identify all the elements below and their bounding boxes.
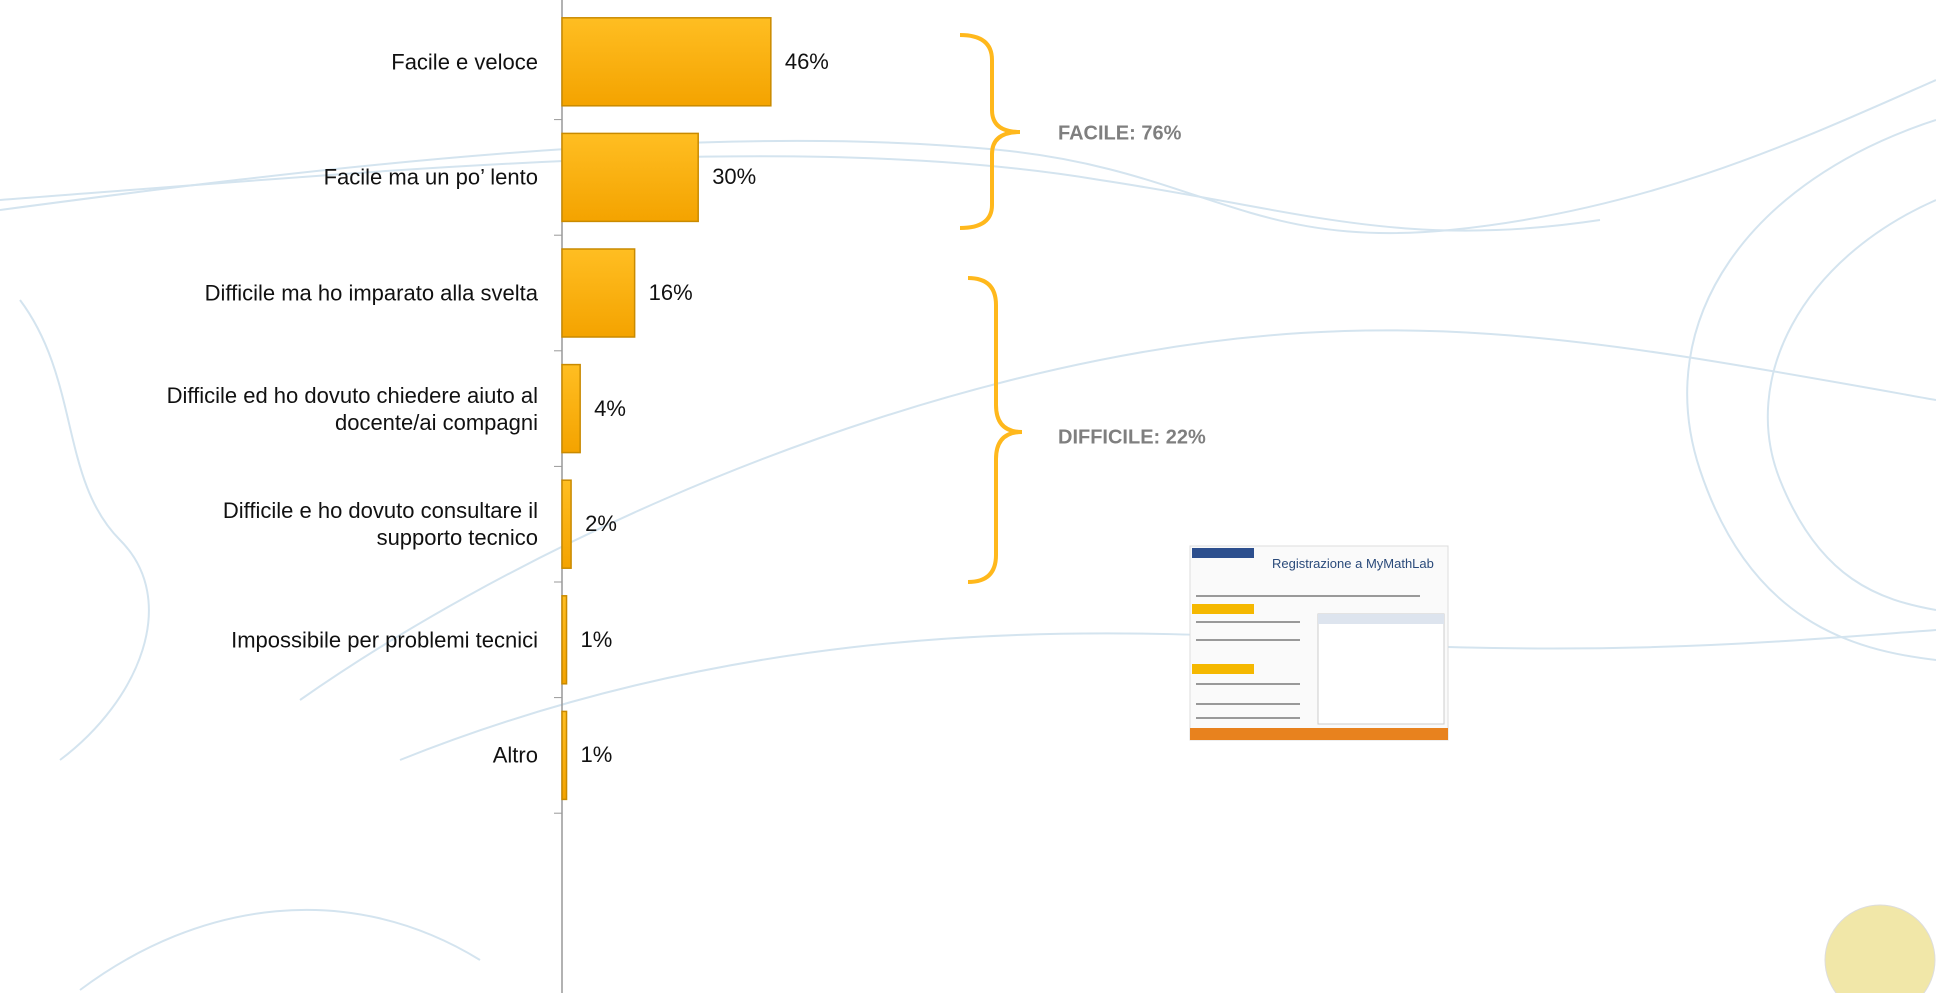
annotation: FACILE: 76%: [1058, 122, 1182, 145]
bar: [561, 595, 568, 685]
bar: [561, 710, 568, 801]
bar: [561, 132, 699, 223]
value-label: 46%: [784, 48, 829, 74]
value-label: 16%: [648, 280, 693, 305]
y-tick-label: Facile ma un po’ lento: [323, 164, 538, 190]
y-tick-label: Impossibile per problemi tecnici: [231, 627, 538, 653]
bar: [561, 363, 581, 454]
y-tick-label: Difficile ed ho dovuto chiedere aiuto al…: [166, 382, 538, 435]
logo: [1824, 904, 1936, 993]
bar: [561, 248, 636, 338]
annotation: DIFFICILE: 22%: [1058, 426, 1206, 449]
brackets: [959, 33, 1023, 584]
value-label: 1%: [580, 626, 613, 652]
value-label: 4%: [594, 395, 626, 421]
y-tick-label: Facile e veloce: [391, 49, 538, 75]
value-label: 30%: [712, 164, 757, 190]
y-tick-label: Altro: [492, 742, 538, 768]
bar: [561, 479, 572, 569]
value-label: 1%: [580, 742, 613, 768]
y-tick-label: Difficile ma ho imparato alla svelta: [204, 280, 538, 306]
bar: [561, 17, 772, 107]
background-swirls: [0, 79, 1936, 991]
inset-screenshot: [1189, 545, 1449, 741]
y-tick-label: Difficile e ho dovuto consultare il supp…: [222, 498, 538, 551]
value-label: 2%: [585, 511, 617, 537]
inset-title: Registrazione a MyMathLab: [1272, 556, 1434, 571]
